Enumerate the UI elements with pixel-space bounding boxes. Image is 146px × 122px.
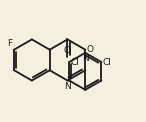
Text: Cl: Cl (102, 58, 111, 66)
Text: Cl: Cl (70, 58, 79, 66)
Text: N: N (64, 82, 71, 91)
Text: N: N (82, 54, 89, 63)
Text: F: F (7, 39, 13, 48)
Text: O: O (86, 45, 93, 54)
Text: O: O (64, 46, 71, 55)
